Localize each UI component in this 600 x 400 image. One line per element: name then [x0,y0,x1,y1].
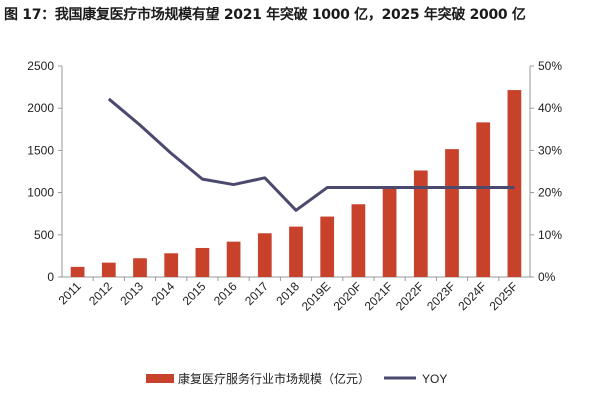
legend-bar-label: 康复医疗服务行业市场规模（亿元） [178,371,370,386]
chart-title: 图 17：我国康复医疗市场规模有望 2021 年突破 1000 亿，2025 年… [4,7,526,23]
x-tick-label: 2022F [393,279,427,313]
x-tick-label: 2020F [331,279,365,313]
x-tick-label: 2017 [242,279,271,308]
left-tick-label: 2000 [27,101,54,115]
x-tick-label: 2023F [424,279,458,313]
bar-2015 [195,247,210,277]
bar-2021F [382,188,397,277]
bar-2014 [164,253,179,277]
left-tick-label: 0 [47,270,54,284]
bar-2013 [133,258,147,277]
bar-2018 [289,226,303,277]
right-tick-label: 10% [538,228,562,242]
bar-2012 [101,262,116,277]
right-tick-label: 40% [538,101,562,115]
x-tick-label: 2011 [56,279,84,307]
x-tick-label: 2012 [86,279,115,308]
bar-2025F [507,90,522,277]
left-tick-label: 1000 [27,186,54,200]
x-tick-label: 2016 [211,279,240,308]
bar-2011 [70,266,85,277]
legend-bar-swatch [146,374,174,383]
right-tick-label: 50% [538,59,562,73]
bar-2020F [351,204,366,277]
bar-2022F [413,170,428,277]
bar-2024F [476,122,491,277]
bar-2017 [257,233,272,277]
bar-2019E [320,216,335,277]
x-tick-label: 2025F [487,279,521,313]
left-tick-label: 2500 [27,59,54,73]
x-tick-label: 2021F [362,279,396,313]
right-tick-label: 0% [538,270,556,284]
legend-line-label: YOY [422,372,447,386]
right-tick-label: 20% [538,186,562,200]
x-tick-label: 2013 [117,279,146,308]
bar-2016 [226,241,241,277]
yoy-line [107,97,515,212]
right-tick-label: 30% [538,143,562,157]
x-tick-label: 2019E [299,279,333,313]
left-tick-label: 500 [34,228,54,242]
bar-2023F [445,149,459,277]
left-tick-label: 1500 [27,143,54,157]
x-tick-label: 2024F [455,279,489,313]
x-tick-label: 2014 [149,279,178,308]
x-tick-label: 2015 [180,279,209,308]
